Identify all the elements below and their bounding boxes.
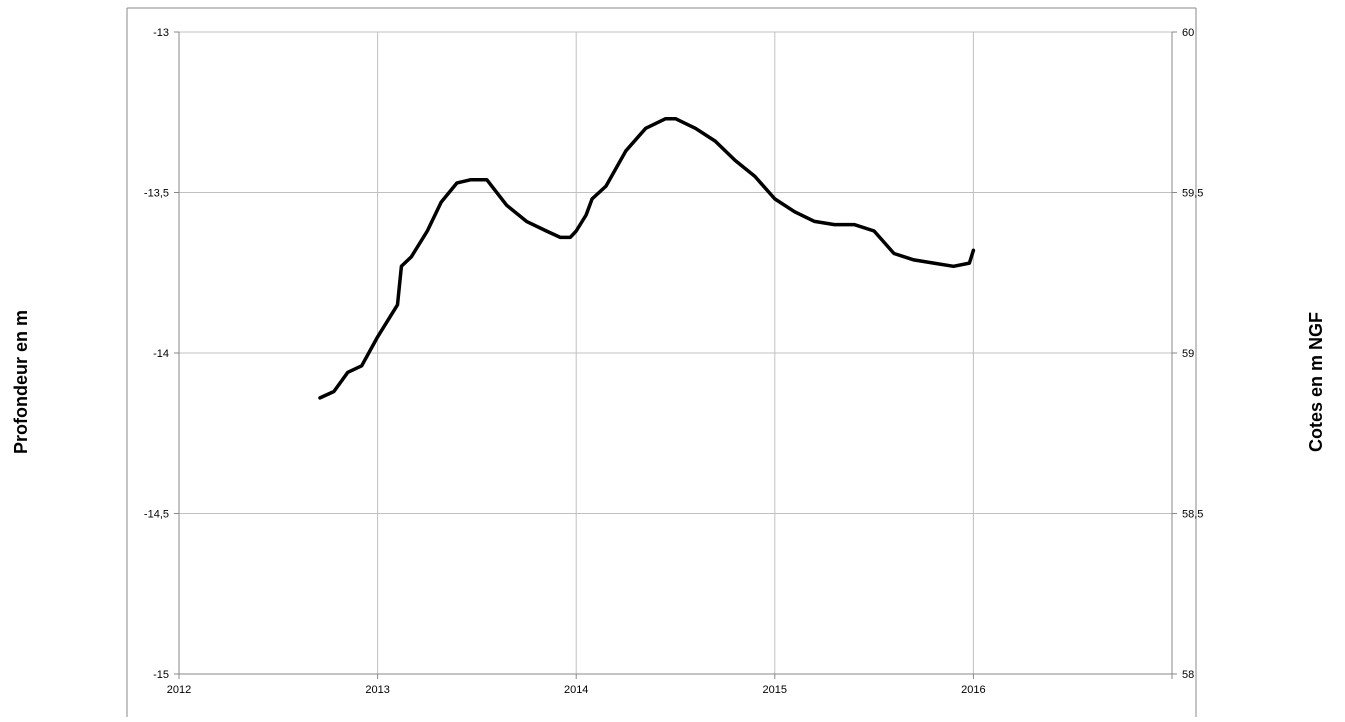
series-layer: [318, 116, 976, 400]
x-tick-label: 2016: [961, 684, 985, 696]
x-tick-label: 2013: [365, 684, 389, 696]
y-left-tick-label: -13,5: [144, 188, 169, 200]
y-right-tick-label: 60: [1182, 27, 1194, 39]
y-right-tick-label: 59,5: [1182, 188, 1203, 200]
y-right-tick-label: 59: [1182, 348, 1194, 360]
y-axis-right-title: Cotes en m NGF: [1306, 312, 1326, 452]
tick-labels: -13 -13,5 -14 -14,5 -15 60 59,5 59 58,5 58 2012 201…: [144, 27, 1204, 696]
y-left-tick-label: -15: [153, 669, 169, 681]
y-left-tick-label: -14: [153, 348, 169, 360]
grid-lines: [179, 31, 1172, 675]
x-tick-label: 2012: [167, 684, 191, 696]
series-line: [318, 116, 976, 400]
y-left-tick-label: -13: [153, 27, 169, 39]
y-left-tick-label: -14,5: [144, 509, 169, 521]
y-axis-left-title: Profondeur en m: [11, 310, 31, 454]
y-right-tick-label: 58,5: [1182, 509, 1203, 521]
y-right-tick-label: 58: [1182, 669, 1194, 681]
x-tick-label: 2014: [564, 684, 588, 696]
axes: [174, 31, 1177, 679]
x-tick-label: 2015: [763, 684, 787, 696]
